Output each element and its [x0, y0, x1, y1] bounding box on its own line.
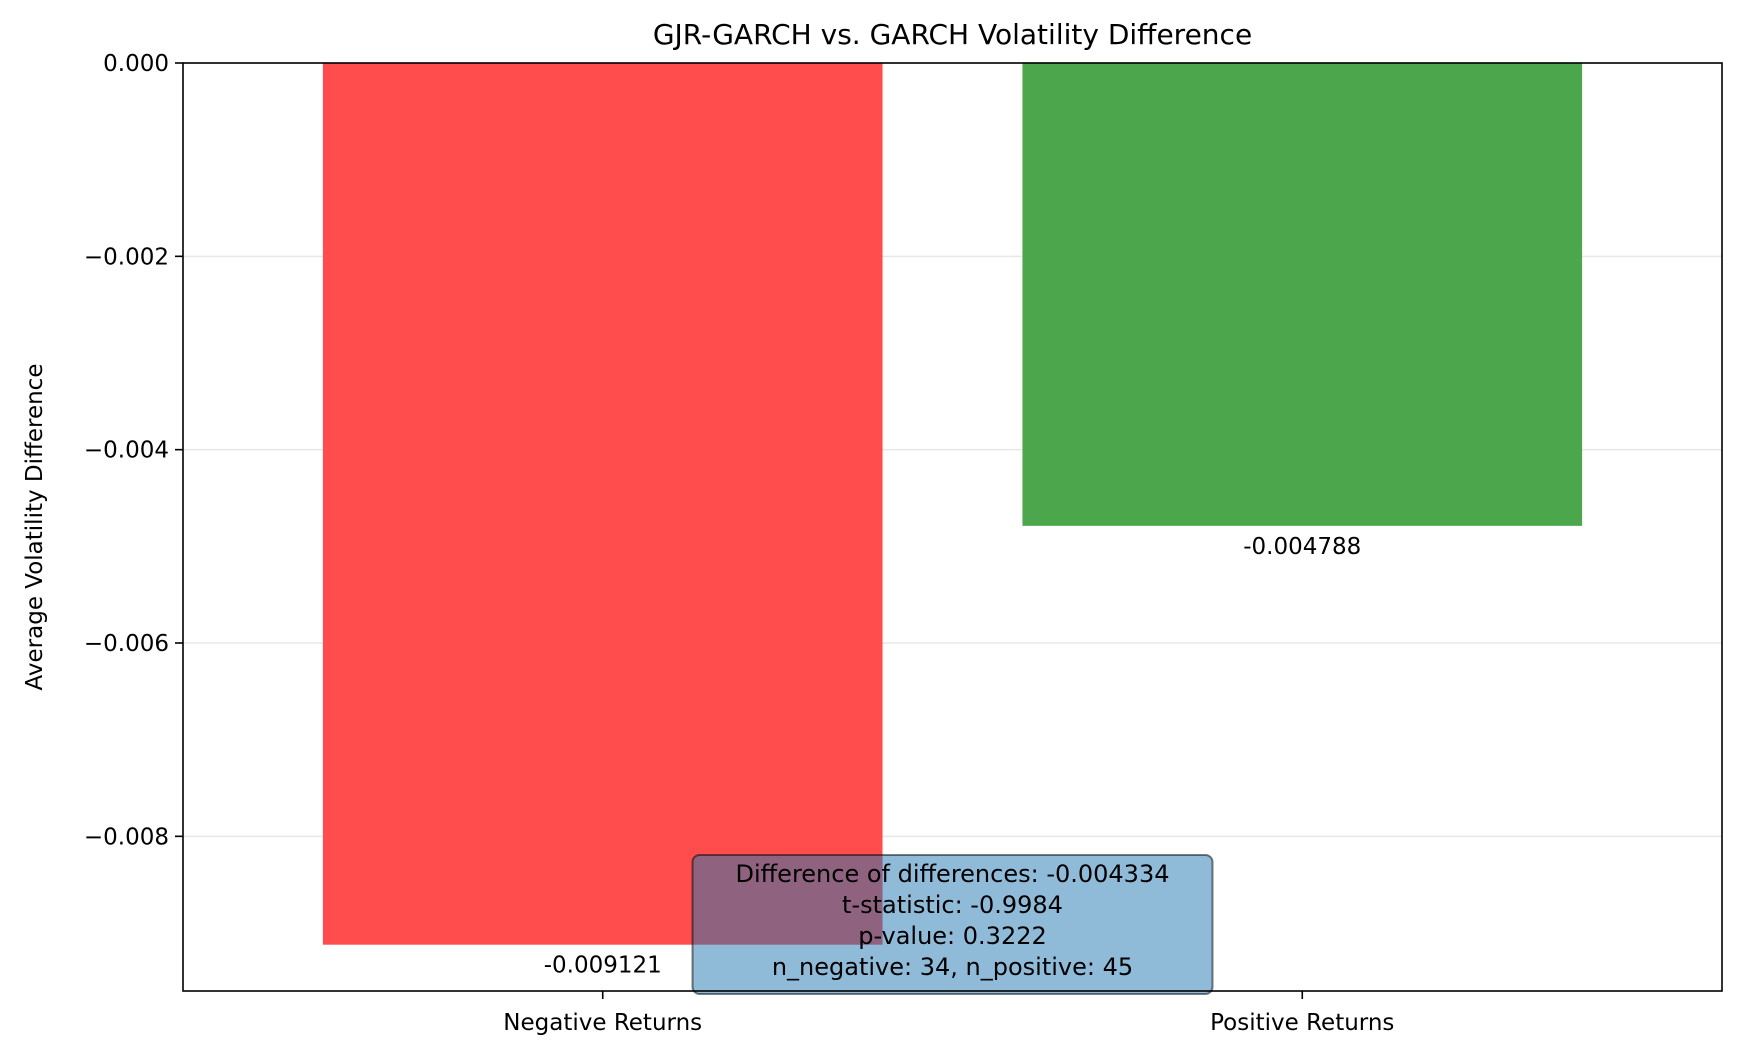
x-tick-label-1: Positive Returns — [1210, 1010, 1394, 1036]
y-tick-label-0: 0.000 — [103, 51, 169, 77]
y-tick-label-1: −0.002 — [84, 244, 169, 270]
bar-negative-returns — [322, 63, 883, 945]
value-label-0: -0.009121 — [544, 953, 662, 979]
value-label-1: -0.004788 — [1243, 534, 1361, 560]
y-axis-ticks: 0.000 −0.002 −0.004 −0.006 −0.008 — [84, 51, 183, 850]
y-axis-label: Average Volatility Difference — [22, 364, 48, 691]
axes-layer — [182, 62, 1723, 992]
annotation-text: Difference of differences: -0.004334 t-st… — [736, 860, 1170, 981]
y-tick-label-4: −0.008 — [84, 824, 169, 850]
value-labels-layer: -0.009121 -0.004788 — [544, 534, 1362, 979]
annotation-line-1: t-statistic: -0.9984 — [842, 891, 1063, 919]
annotation-line-0: Difference of differences: -0.004334 — [736, 860, 1170, 888]
y-tick-label-2: −0.004 — [84, 438, 169, 464]
x-tick-label-0: Negative Returns — [503, 1010, 702, 1036]
annotation-background — [691, 854, 1214, 995]
annotation-box: Difference of differences: -0.004334 t-st… — [691, 854, 1214, 995]
annotation-line-3: n_negative: 34, n_positive: 45 — [772, 953, 1133, 981]
x-axis-ticks: Negative Returns Positive Returns — [503, 991, 1394, 1036]
chart-title: GJR-GARCH vs. GARCH Volatility Differenc… — [653, 18, 1252, 51]
bar-positive-returns — [1022, 63, 1583, 526]
annotation-line-2: p-value: 0.3222 — [858, 922, 1047, 950]
axes-frame — [182, 62, 1723, 992]
bars-layer — [322, 63, 1583, 945]
y-tick-label-3: −0.006 — [84, 631, 169, 657]
